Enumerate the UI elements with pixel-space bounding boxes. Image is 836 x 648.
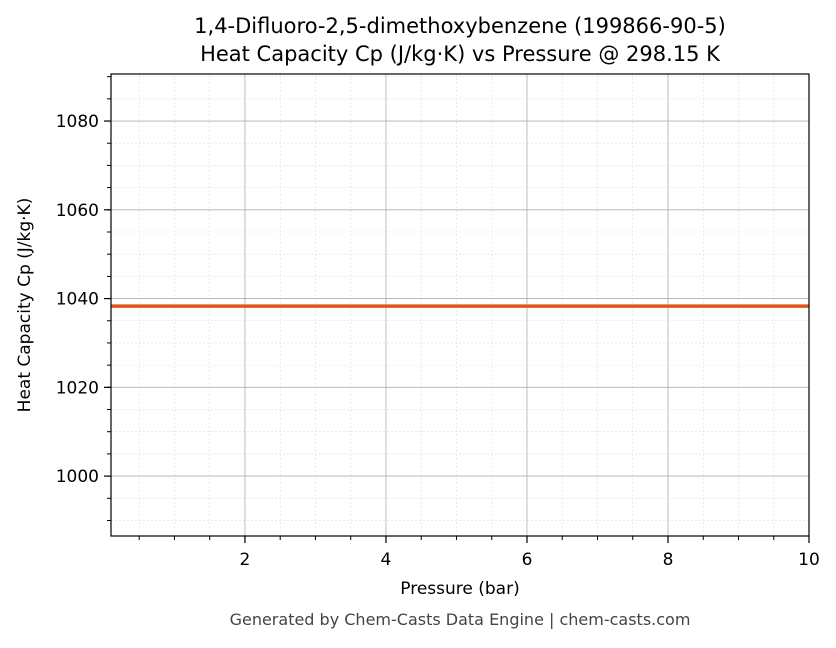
x-tick-label: 4 [381, 550, 392, 570]
y-tick-label: 1040 [56, 290, 99, 310]
y-axis-label: Heat Capacity Cp (J/kg·K) [15, 198, 35, 413]
y-tick-label: 1080 [56, 112, 99, 132]
x-tick-label: 10 [798, 550, 820, 570]
x-tick-label: 2 [240, 550, 251, 570]
plot-frame [110, 73, 810, 537]
y-tick-label: 1020 [56, 378, 99, 398]
x-axis-label: Pressure (bar) [400, 579, 519, 599]
x-tick-label: 8 [663, 550, 674, 570]
y-tick-label: 1000 [56, 467, 99, 487]
footer-credit: Generated by Chem-Casts Data Engine | ch… [230, 610, 691, 629]
chart-subtitle: Heat Capacity Cp (J/kg·K) vs Pressure @ … [200, 42, 721, 66]
x-tick-label: 6 [522, 550, 533, 570]
y-tick-label: 1060 [56, 201, 99, 221]
chart-title: 1,4-Difluoro-2,5-dimethoxybenzene (19986… [194, 14, 726, 38]
